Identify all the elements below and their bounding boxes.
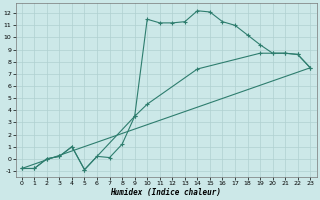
X-axis label: Humidex (Indice chaleur): Humidex (Indice chaleur) [110, 188, 221, 197]
